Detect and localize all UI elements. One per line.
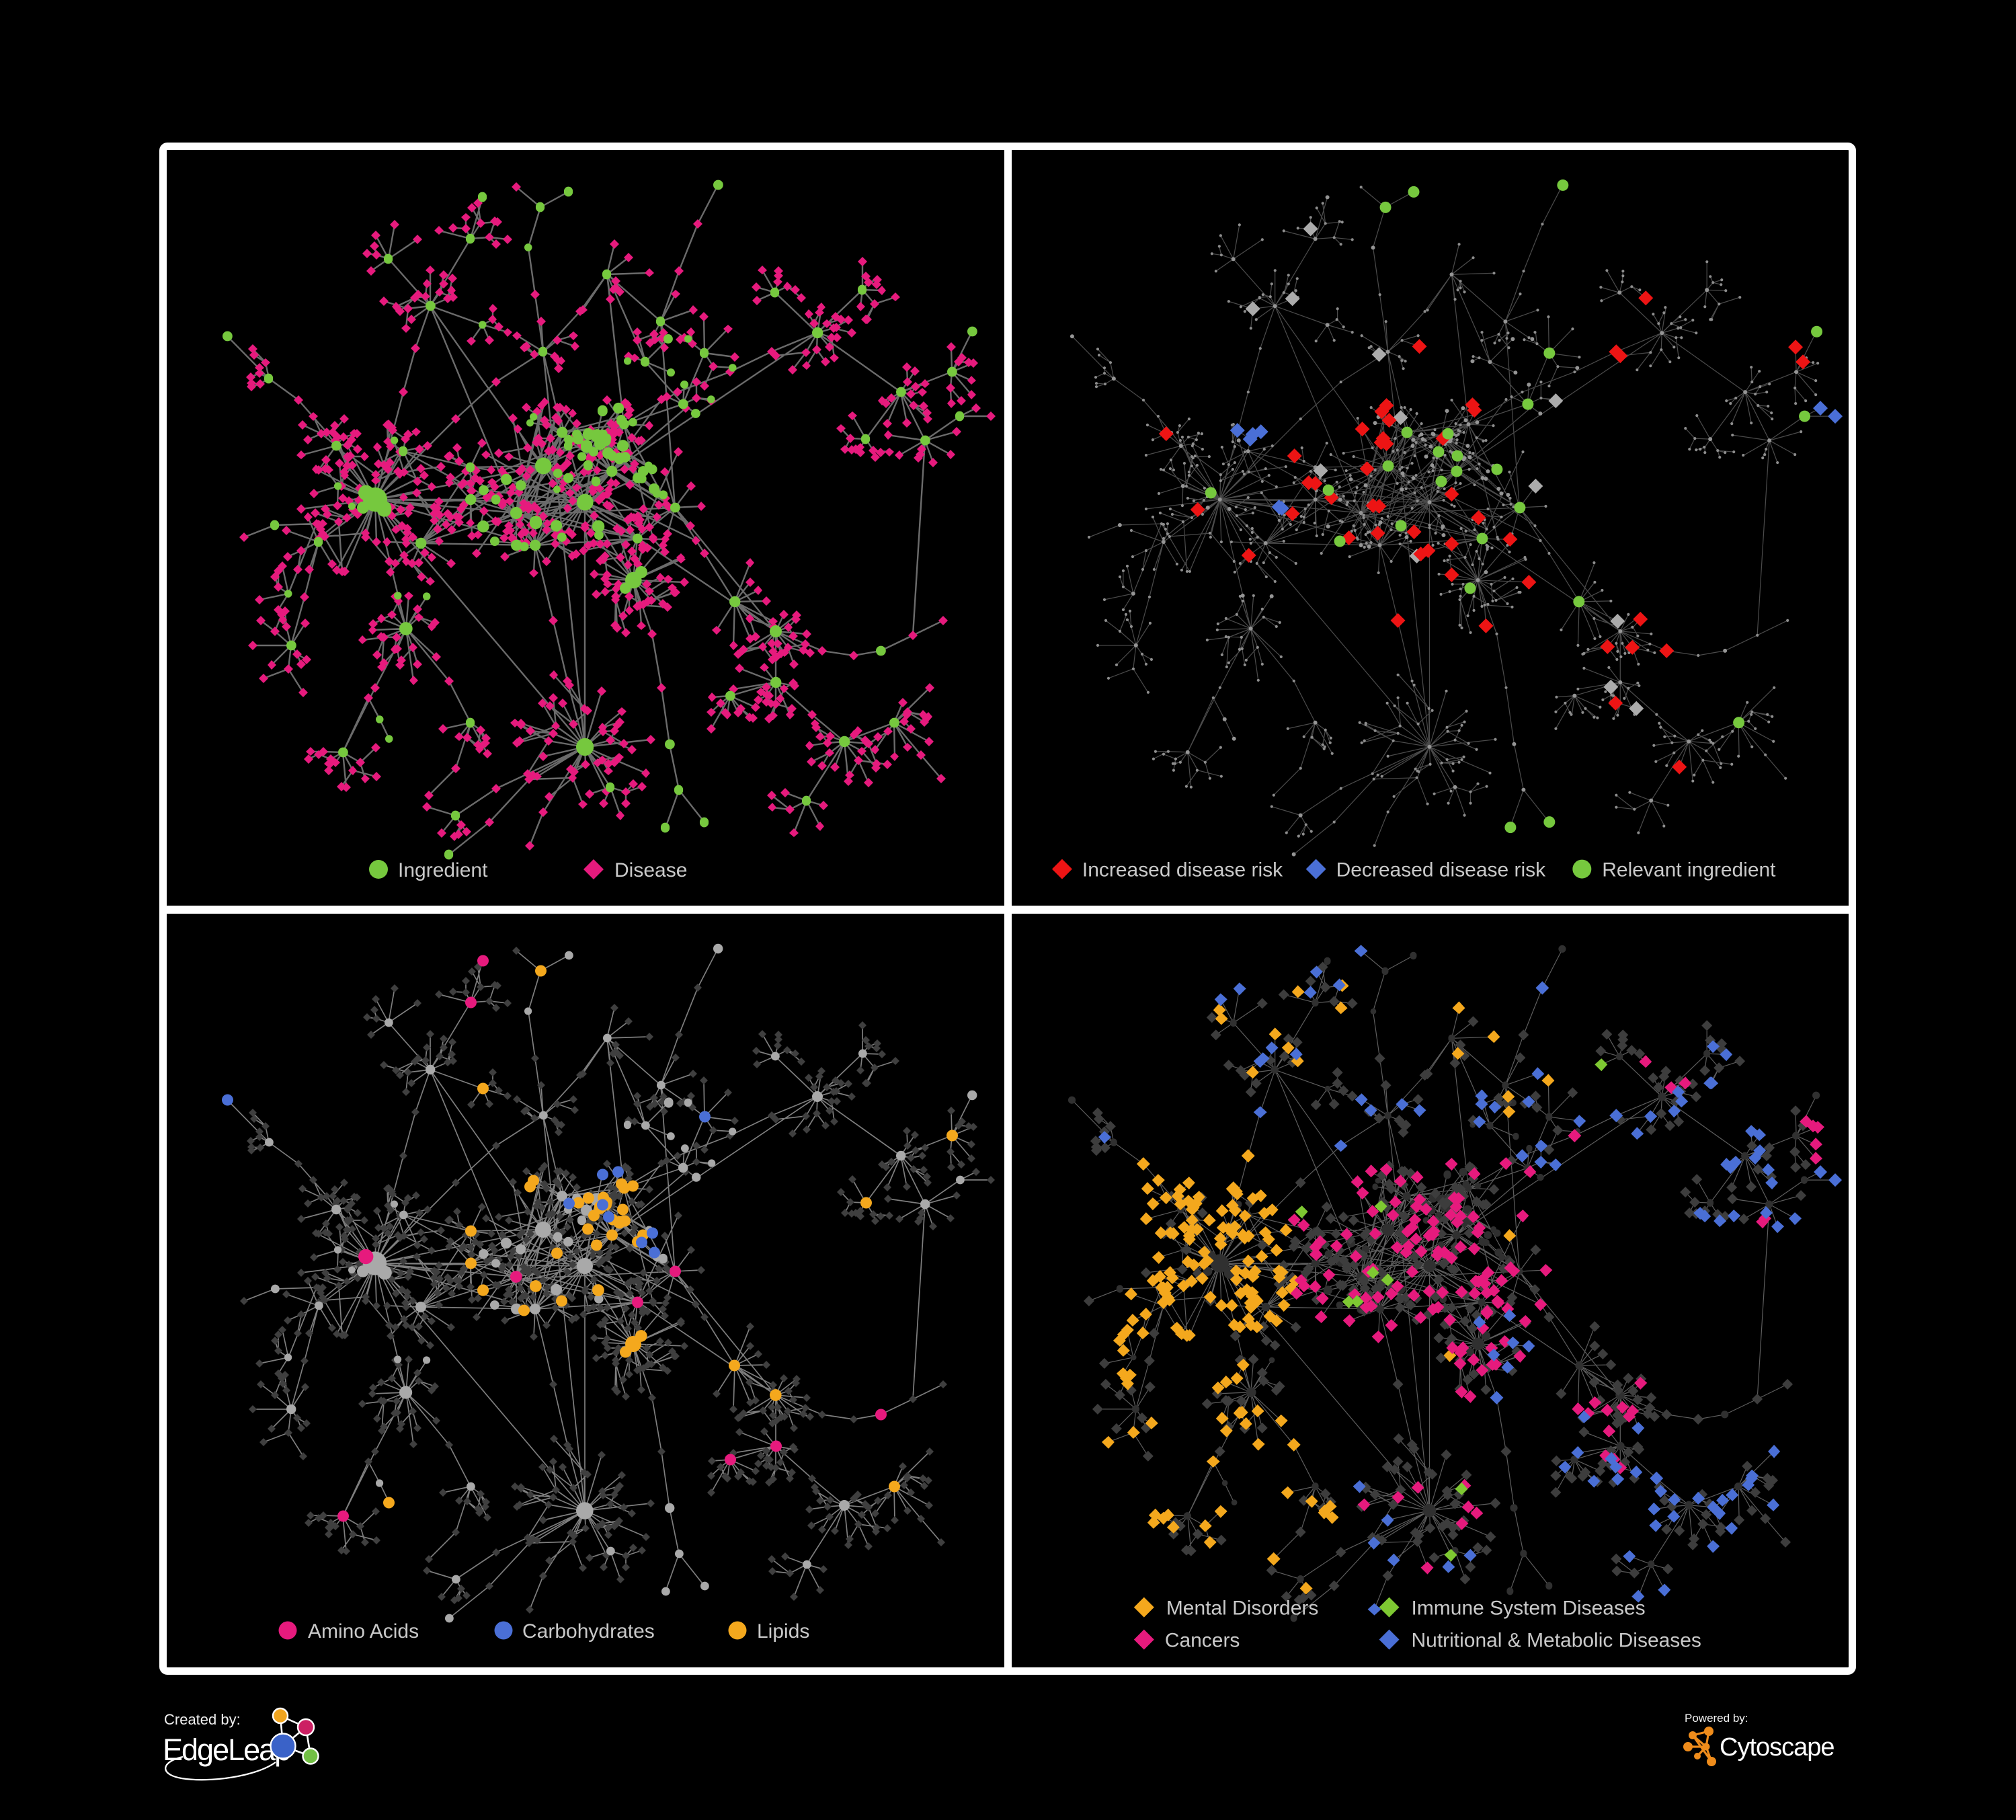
svg-text:Ingredient: Ingredient — [398, 859, 488, 881]
svg-text:Amino Acids: Amino Acids — [308, 1620, 419, 1643]
svg-text:Carbohydrates: Carbohydrates — [522, 1620, 655, 1643]
svg-text:Immune System Diseases: Immune System Diseases — [1412, 1597, 1646, 1620]
svg-text:Cytoscape: Cytoscape — [1720, 1733, 1834, 1762]
svg-text:Lipids: Lipids — [757, 1620, 809, 1643]
svg-text:Increased disease risk: Increased disease risk — [1082, 859, 1283, 881]
svg-text:Relevant ingredient: Relevant ingredient — [1602, 859, 1776, 881]
svg-text:Decreased disease risk: Decreased disease risk — [1336, 859, 1546, 881]
svg-text:Cancers: Cancers — [1165, 1630, 1240, 1652]
svg-text:Disease: Disease — [614, 859, 687, 881]
svg-text:Nutritional & Metabolic Diseas: Nutritional & Metabolic Diseases — [1412, 1630, 1701, 1652]
svg-text:Created by:: Created by: — [164, 1711, 241, 1728]
svg-text:Powered by:: Powered by: — [1685, 1712, 1748, 1725]
svg-text:Mental Disorders: Mental Disorders — [1166, 1597, 1319, 1620]
